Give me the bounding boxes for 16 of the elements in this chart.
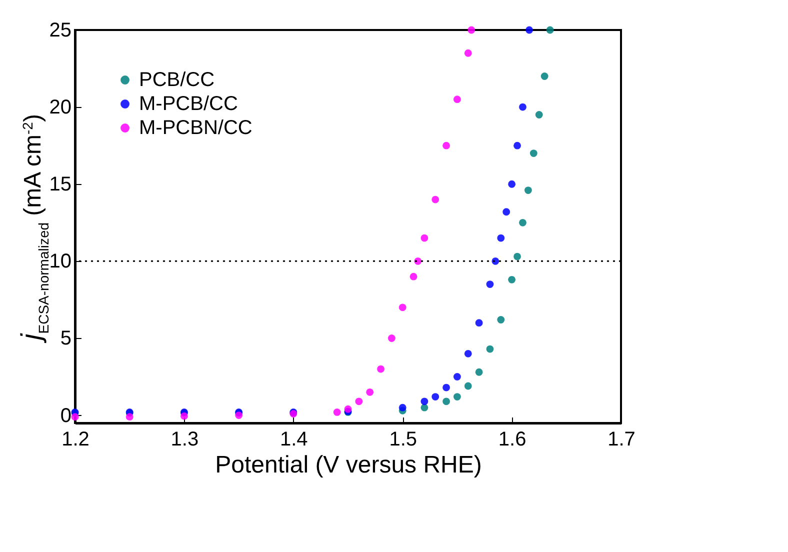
x-tick-label: 1.2 bbox=[62, 428, 90, 450]
x-tick-label: 1.5 bbox=[389, 428, 418, 450]
legend-label: M-PCB/CC bbox=[139, 93, 238, 115]
legend-label: M-PCBN/CC bbox=[139, 117, 252, 139]
y-tick-label: 25 bbox=[49, 20, 72, 42]
y-tick-label: 15 bbox=[49, 174, 72, 196]
x-tick-label: 1.6 bbox=[498, 428, 526, 450]
legend-label: PCB/CC bbox=[139, 69, 215, 91]
x-tick-label: 1.3 bbox=[170, 428, 199, 450]
x-tick-label: 1.7 bbox=[608, 428, 636, 450]
x-tick-label: 1.4 bbox=[280, 428, 308, 450]
y-tick-label: 0 bbox=[60, 404, 72, 427]
y-tick-label: 10 bbox=[49, 250, 72, 273]
x-axis-title: Potential (V versus RHE) bbox=[215, 452, 482, 478]
y-tick-label: 5 bbox=[60, 328, 72, 350]
y-tick-label: 20 bbox=[49, 96, 72, 119]
